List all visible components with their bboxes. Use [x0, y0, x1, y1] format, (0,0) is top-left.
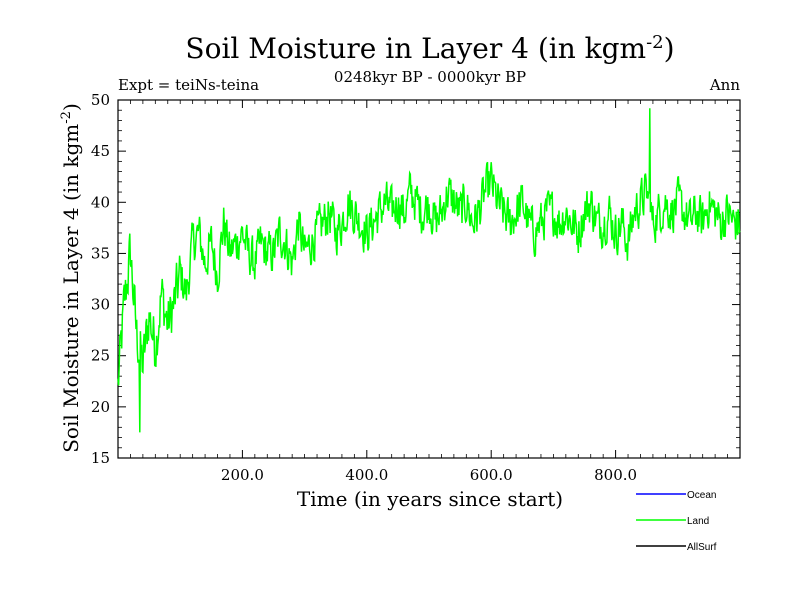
land-series-line — [117, 108, 741, 433]
x-tick-label: 600.0 — [470, 466, 513, 484]
y-axis-title: Soil Moisture in Layer 4 (in kgm-2) — [59, 103, 83, 453]
y-tick-label: 45 — [91, 142, 110, 160]
y-tick-label: 15 — [91, 449, 110, 467]
season-label: Ann — [709, 76, 740, 94]
x-axis-title: Time (in years since start) — [297, 487, 563, 511]
y-tick-label: 30 — [91, 296, 110, 314]
legend-label-land: Land — [687, 516, 709, 527]
chart-subtitle: 0248kyr BP - 0000kyr BP — [334, 68, 526, 86]
legend-label-allsurf: AllSurf — [687, 542, 717, 553]
x-tick-label: 800.0 — [594, 466, 637, 484]
y-axis: 15 20 25 30 35 40 45 50 — [91, 91, 740, 467]
experiment-label: Expt = teiNs-teina — [118, 76, 259, 94]
y-tick-label: 25 — [91, 347, 110, 365]
chart-title: Soil Moisture in Layer 4 (in kgm-2) — [185, 32, 674, 65]
y-tick-label: 35 — [91, 244, 110, 262]
x-tick-label: 200.0 — [221, 466, 264, 484]
x-axis: 200.0 400.0 600.0 800.0 — [130, 100, 728, 484]
x-tick-label: 400.0 — [345, 466, 388, 484]
y-tick-label: 50 — [91, 91, 110, 109]
plot-frame — [117, 99, 741, 459]
legend-label-ocean: Ocean — [687, 490, 716, 501]
legend: Ocean Land AllSurf — [636, 490, 717, 553]
y-tick-label: 40 — [91, 193, 110, 211]
y-tick-label: 20 — [91, 398, 110, 416]
series-layer — [117, 108, 741, 433]
